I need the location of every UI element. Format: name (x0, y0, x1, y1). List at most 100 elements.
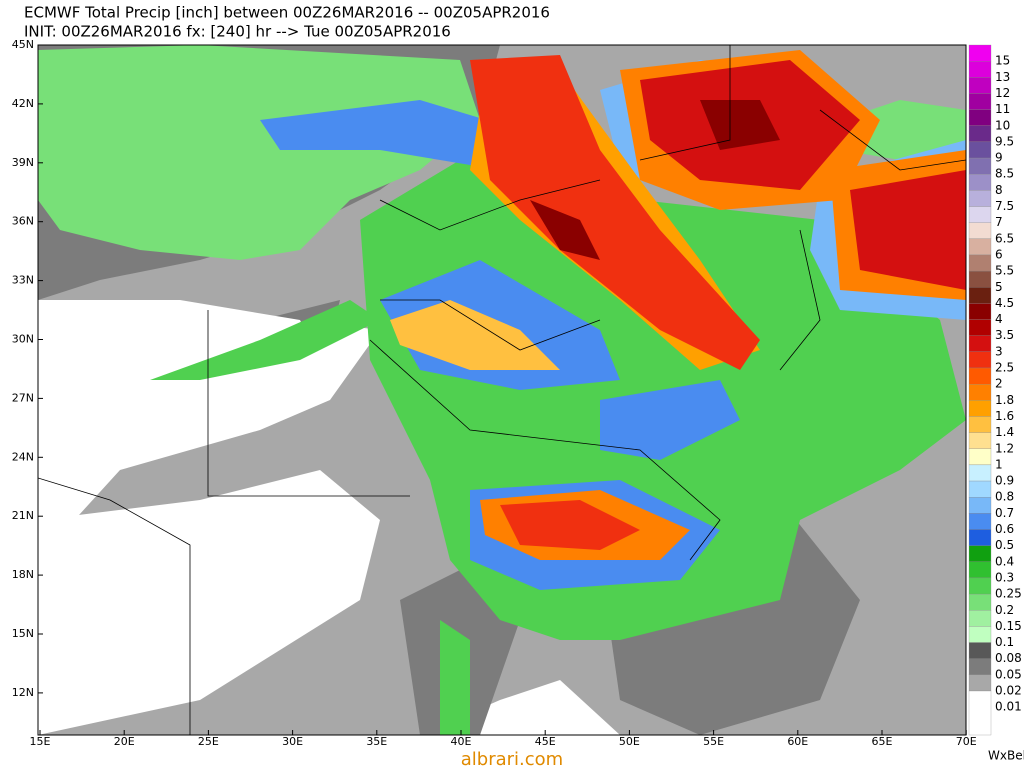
lon-label: 15E (30, 735, 51, 748)
colorbar-swatch (968, 513, 992, 530)
colorbar-label: 2.5 (995, 361, 1014, 375)
colorbar-swatch (968, 400, 992, 417)
colorbar-label: 13 (995, 70, 1010, 84)
colorbar-label: 0.15 (995, 619, 1022, 633)
colorbar-swatch (968, 432, 992, 449)
colorbar-swatch (968, 109, 992, 126)
lon-label: 30E (282, 735, 303, 748)
colorbar-label: 0.8 (995, 490, 1014, 504)
colorbar-swatch (968, 206, 992, 223)
colorbar-label: 0.3 (995, 570, 1014, 584)
colorbar-swatch (968, 303, 992, 320)
colorbar-swatch (968, 416, 992, 433)
colorbar-swatch (968, 222, 992, 239)
lat-label: 18N (12, 568, 34, 581)
colorbar-label: 1.4 (995, 425, 1014, 439)
lon-label: 45E (535, 735, 556, 748)
colorbar-swatch (968, 464, 992, 482)
colorbar-label: 3 (995, 344, 1003, 358)
lon-label: 20E (114, 735, 135, 748)
colorbar-label: 0.9 (995, 474, 1014, 488)
colorbar: 15131211109.598.587.576.565.554.543.532.… (968, 44, 1022, 736)
colorbar-label: 4 (995, 312, 1003, 326)
lat-label: 12N (12, 686, 34, 699)
axis-labels: 45N 42N 39N 36N 33N 30N 27N 24N 21N 18N 15N 12N 15E 2… (12, 38, 977, 748)
colorbar-label: 1.2 (995, 441, 1014, 455)
colorbar-swatch (968, 529, 992, 546)
colorbar-label: 10 (995, 118, 1010, 132)
colorbar-label: 6.5 (995, 231, 1014, 245)
colorbar-label: 8.5 (995, 167, 1014, 181)
colorbar-swatch (968, 141, 992, 159)
lat-label: 42N (12, 97, 34, 110)
colorbar-swatch (968, 287, 992, 304)
colorbar-swatch (968, 674, 992, 692)
colorbar-label: 5 (995, 280, 1003, 294)
colorbar-label: 7.5 (995, 199, 1014, 213)
colorbar-label: 0.4 (995, 554, 1014, 568)
colorbar-label: 1.6 (995, 409, 1014, 423)
colorbar-swatch (968, 497, 992, 514)
lat-label: 33N (12, 274, 34, 287)
colorbar-swatch (968, 44, 992, 62)
lon-label: 65E (872, 735, 893, 748)
lon-label: 70E (956, 735, 977, 748)
lon-label: 25E (198, 735, 219, 748)
colorbar-label: 0.5 (995, 538, 1014, 552)
brand-label: WxBell (988, 749, 1024, 763)
lon-label: 55E (703, 735, 724, 748)
colorbar-swatch (968, 448, 992, 466)
map-frame (37, 44, 967, 736)
colorbar-label: 0.2 (995, 603, 1014, 617)
colorbar-label: 7 (995, 215, 1003, 229)
colorbar-label: 0.25 (995, 587, 1022, 601)
colorbar-swatch (968, 561, 992, 579)
colorbar-label: 1.8 (995, 393, 1014, 407)
colorbar-label: 9 (995, 151, 1003, 165)
colorbar-swatch (968, 93, 992, 110)
lat-label: 30N (12, 333, 34, 346)
lon-label: 40E (451, 735, 472, 748)
lat-label: 45N (12, 38, 34, 51)
colorbar-label: 0.08 (995, 651, 1022, 665)
colorbar-swatch (968, 270, 992, 288)
lat-label: 27N (12, 391, 34, 404)
lon-label: 35E (366, 735, 387, 748)
map-subtitle: INIT: 00Z26MAR2016 fx: [240] hr --> Tue … (24, 23, 451, 41)
colorbar-swatch (968, 157, 992, 175)
colorbar-swatch (968, 319, 992, 336)
colorbar-swatch (968, 658, 992, 676)
lat-label: 21N (12, 509, 34, 522)
colorbar-swatch (968, 626, 992, 643)
lat-label: 39N (12, 156, 34, 169)
colorbar-label: 0.1 (995, 635, 1014, 649)
colorbar-swatch (968, 610, 992, 627)
colorbar-label: 4.5 (995, 296, 1014, 310)
map-title: ECMWF Total Precip [inch] between 00Z26M… (24, 4, 550, 22)
colorbar-swatch (968, 238, 992, 256)
colorbar-label: 0.7 (995, 506, 1014, 520)
colorbar-swatch (968, 174, 992, 191)
colorbar-label: 3.5 (995, 328, 1014, 342)
colorbar-swatch (968, 480, 992, 498)
lat-label: 15N (12, 627, 34, 640)
colorbar-label: 0.01 (995, 700, 1022, 714)
watermark: albrari.com (461, 749, 563, 768)
colorbar-swatch (968, 61, 992, 78)
colorbar-swatch (968, 383, 992, 401)
colorbar-label: 12 (995, 86, 1010, 100)
colorbar-label: 11 (995, 102, 1010, 116)
colorbar-label: 0.05 (995, 667, 1022, 681)
colorbar-label: 0.02 (995, 684, 1022, 698)
colorbar-label: 1 (995, 457, 1003, 471)
colorbar-swatch (968, 77, 992, 94)
lon-label: 60E (787, 735, 808, 748)
colorbar-swatch (968, 690, 992, 736)
colorbar-swatch (968, 577, 992, 595)
colorbar-swatch (968, 593, 992, 611)
colorbar-label: 0.6 (995, 522, 1014, 536)
colorbar-label: 5.5 (995, 264, 1014, 278)
colorbar-label: 8 (995, 183, 1003, 197)
colorbar-swatch (968, 335, 992, 353)
